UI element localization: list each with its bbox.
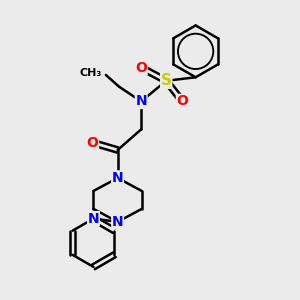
Text: O: O [135,61,147,75]
Text: N: N [112,215,123,229]
Text: N: N [112,171,123,185]
Text: S: S [161,73,172,88]
Text: O: O [176,94,188,108]
Text: O: O [87,136,98,150]
Text: N: N [88,212,99,226]
Text: N: N [135,94,147,108]
Text: CH₃: CH₃ [79,68,101,78]
